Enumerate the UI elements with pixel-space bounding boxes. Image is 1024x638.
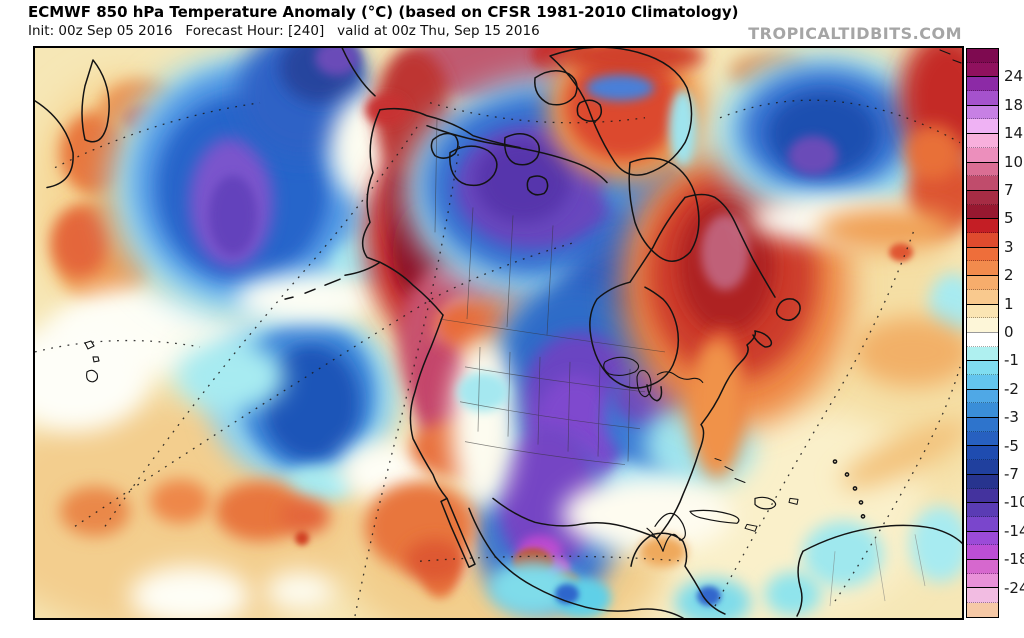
map-title: ECMWF 850 hPa Temperature Anomaly (°C) (… — [28, 3, 739, 21]
colorbar-tick-label: -14 — [1004, 521, 1024, 540]
colorbar-labels: 24 18 14 10 7 5 3 2 1 0 -1 -2 -3 -5 -7 -10 -14 -18 -24 — [1004, 48, 1024, 618]
colorbar-tick-label: 14 — [1004, 124, 1024, 143]
colorbar-cell — [967, 219, 998, 248]
colorbar-cell — [967, 105, 998, 135]
colorbar-tick-label: 7 — [1004, 181, 1014, 199]
anomaly-field — [35, 48, 962, 618]
colorbar-cell — [967, 304, 998, 333]
colorbar-tick-label: 0 — [1004, 323, 1014, 341]
colorbar-cell — [967, 134, 998, 163]
graticule — [35, 99, 961, 617]
coastlines — [35, 48, 962, 618]
anomaly-map-svg — [35, 48, 962, 618]
colorbar-cell — [967, 474, 998, 504]
colorbar-cell — [967, 77, 998, 106]
init-forecast-line: Init: 00z Sep 05 2016 Forecast Hour: [24… — [28, 23, 540, 39]
colorbar-cell — [967, 247, 998, 277]
colorbar-cell — [967, 560, 998, 589]
temperature-colorbar — [966, 48, 999, 618]
colorbar-cell — [967, 276, 998, 305]
great-lakes — [603, 356, 704, 398]
colorbar-tick-label: -10 — [1004, 493, 1024, 512]
colorbar-cell — [967, 446, 998, 475]
colorbar-cell — [967, 531, 998, 561]
colorbar-tick-label: -7 — [1004, 465, 1019, 483]
colorbar-cell — [967, 389, 998, 419]
colorbar-tick-label: -18 — [1004, 550, 1024, 569]
colorbar-tick-label: 3 — [1004, 237, 1014, 256]
colorbar-cell — [967, 361, 998, 390]
colorbar-tick-label: 1 — [1004, 294, 1014, 313]
colorbar-tick-label: 24 — [1004, 67, 1024, 86]
colorbar-tick-label: -1 — [1004, 351, 1019, 370]
colorbar-tick-label: 2 — [1004, 266, 1014, 285]
colorbar-cell — [967, 190, 998, 220]
colorbar-cell — [967, 588, 998, 617]
colorbar-tick-label: 18 — [1004, 95, 1024, 114]
colorbar-tick-label: -2 — [1004, 379, 1019, 398]
colorbar-tick-label: 10 — [1004, 152, 1024, 171]
anomaly-map — [33, 46, 964, 620]
colorbar-tick-label: -24 — [1004, 578, 1024, 597]
colorbar-cell — [967, 162, 998, 191]
colorbar-cell — [967, 49, 998, 78]
tropicaltidbits-watermark: TROPICALTIDBITS.COM — [748, 24, 962, 43]
colorbar-tick-label: -5 — [1004, 436, 1019, 455]
colorbar-cell — [967, 418, 998, 447]
colorbar-cell — [967, 332, 998, 362]
colorbar-tick-label: -3 — [1004, 408, 1019, 427]
colorbar-cell — [967, 503, 998, 532]
state-borders — [434, 117, 926, 607]
colorbar-tick-label: 5 — [1004, 209, 1014, 228]
